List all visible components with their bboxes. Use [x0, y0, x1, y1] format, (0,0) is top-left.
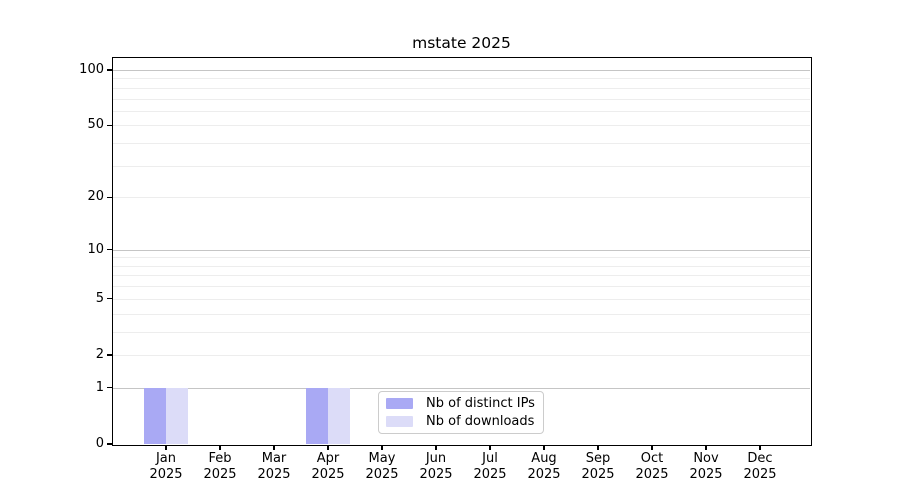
x-tick-year: 2025 [743, 467, 777, 482]
gridline-major [113, 69, 810, 71]
y-tick [106, 249, 113, 251]
x-tick-label-jan: Jan 2025 [126, 451, 206, 483]
gridline-minor [113, 125, 810, 127]
gridline-minor [113, 286, 810, 288]
plot-area [113, 58, 810, 444]
x-tick-month: Jun [425, 451, 447, 466]
x-tick-year: 2025 [365, 467, 399, 482]
x-tick-label-aug: Aug 2025 [504, 451, 584, 483]
bar-nb-of-distinct-ips-jan [144, 387, 166, 444]
gridline-minor [113, 143, 810, 145]
x-tick [381, 445, 383, 450]
x-tick-label-sep: Sep 2025 [558, 451, 638, 483]
x-tick-label-apr: Apr 2025 [288, 451, 368, 483]
x-tick [543, 445, 545, 450]
legend-entry-distinct-ips: Nb of distinct IPs [379, 396, 543, 411]
bar-nb-of-downloads-apr [328, 387, 350, 444]
x-tick [759, 445, 761, 450]
x-tick-month: Oct [640, 451, 664, 466]
legend-label-distinct-ips: Nb of distinct IPs [426, 395, 535, 411]
gridline-major [113, 249, 810, 251]
bar-nb-of-distinct-ips-apr [306, 387, 328, 444]
x-tick [705, 445, 707, 450]
x-tick-month: Sep [585, 451, 611, 466]
x-tick-month: Feb [208, 451, 232, 466]
x-tick [489, 445, 491, 450]
x-tick-label-jun: Jun 2025 [396, 451, 476, 483]
x-tick-year: 2025 [203, 467, 237, 482]
y-tick [106, 354, 113, 356]
gridline-minor [113, 257, 810, 259]
x-tick-month: May [368, 451, 396, 466]
x-tick [435, 445, 437, 450]
gridline-minor [113, 197, 810, 199]
legend-entry-downloads: Nb of downloads [379, 414, 543, 429]
x-tick-month: Nov [693, 451, 719, 466]
x-tick-year: 2025 [527, 467, 561, 482]
x-tick-year: 2025 [635, 467, 669, 482]
gridline-minor [113, 313, 810, 315]
y-tick [106, 443, 113, 445]
x-tick-label-dec: Dec 2025 [720, 451, 800, 483]
x-tick-month: Jan [155, 451, 177, 466]
x-tick-label-feb: Feb 2025 [180, 451, 260, 483]
x-tick-month: Dec [747, 451, 773, 466]
x-tick-label-may: May 2025 [342, 451, 422, 483]
x-tick-year: 2025 [311, 467, 345, 482]
gridline-minor [113, 98, 810, 100]
legend-label-downloads: Nb of downloads [426, 414, 535, 430]
x-tick-label-nov: Nov 2025 [666, 451, 746, 483]
x-tick [651, 445, 653, 450]
y-tick [106, 69, 113, 71]
gridline-minor [113, 275, 810, 277]
gridline-minor [113, 87, 810, 89]
y-tick-label: 20 [87, 189, 104, 205]
x-tick-year: 2025 [473, 467, 507, 482]
y-tick-label: 10 [87, 241, 104, 257]
x-tick-label-jul: Jul 2025 [450, 451, 530, 483]
legend-swatch-downloads-icon [386, 416, 413, 428]
gridline-minor [113, 165, 810, 167]
gridline-minor [113, 354, 810, 356]
y-tick-label: 2 [95, 346, 104, 362]
bar-nb-of-downloads-jan [166, 387, 188, 444]
x-tick-month: Mar [261, 451, 287, 466]
x-tick-month: Aug [531, 451, 557, 466]
x-tick [597, 445, 599, 450]
x-tick-month: Jul [482, 451, 498, 466]
x-tick-year: 2025 [689, 467, 723, 482]
gridline-minor [113, 78, 810, 80]
x-tick-label-mar: Mar 2025 [234, 451, 314, 483]
y-tick-label: 0 [95, 436, 104, 451]
x-tick [273, 445, 275, 450]
gridline-minor [113, 298, 810, 300]
x-tick-year: 2025 [257, 467, 291, 482]
x-tick-year: 2025 [581, 467, 615, 482]
y-tick [106, 387, 113, 389]
x-tick-month: Apr [316, 451, 340, 466]
x-tick-year: 2025 [149, 467, 183, 482]
y-tick-label: 1 [95, 379, 104, 395]
y-tick [106, 196, 113, 198]
x-tick-year: 2025 [419, 467, 453, 482]
x-tick [327, 445, 329, 450]
y-tick-label: 50 [87, 117, 104, 133]
y-tick-label: 5 [95, 290, 104, 306]
y-tick [106, 298, 113, 300]
y-tick [106, 124, 113, 126]
gridline-minor [113, 110, 810, 112]
y-tick-label: 100 [79, 61, 104, 77]
gridline-minor [113, 331, 810, 333]
chart-title: mstate 2025 [412, 34, 511, 52]
x-tick-label-oct: Oct 2025 [612, 451, 692, 483]
gridline-major [113, 387, 810, 389]
gridline-minor [113, 265, 810, 267]
x-tick [219, 445, 221, 450]
legend-swatch-distinct-ips-icon [386, 397, 413, 409]
legend: Nb of distinct IPs Nb of downloads [378, 391, 544, 434]
x-tick [165, 445, 167, 450]
